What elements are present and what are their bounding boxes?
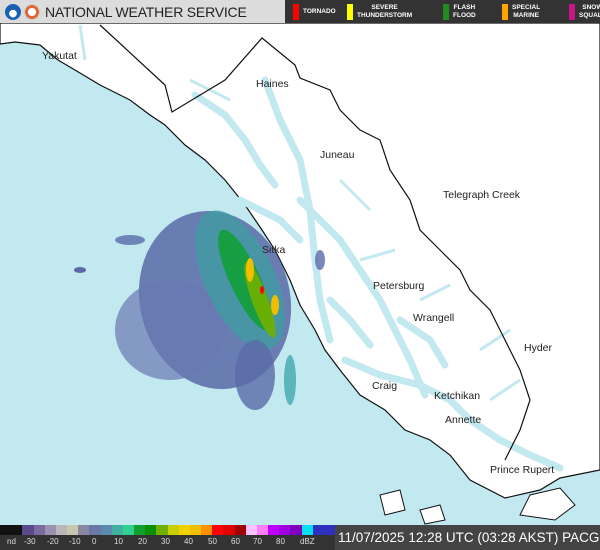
- warning-tornado: TORNADO: [293, 0, 336, 23]
- city-label: Annette: [445, 414, 482, 426]
- scale-swatch: [279, 525, 291, 535]
- scale-swatch: [100, 525, 112, 535]
- scale-tick: 60: [231, 537, 240, 546]
- scale-swatch: [145, 525, 157, 535]
- scale-swatch: [67, 525, 79, 535]
- scale-tick: -20: [47, 537, 59, 546]
- scale-tick: -30: [24, 537, 36, 546]
- header: NATIONAL WEATHER SERVICE TORNADO SEVERE T…: [0, 0, 600, 23]
- city-label: Juneau: [320, 149, 355, 161]
- city-label: Yakutat: [42, 50, 77, 62]
- scale-swatch: [111, 525, 123, 535]
- city-label: Hyder: [524, 342, 553, 354]
- scale-swatch: [234, 525, 246, 535]
- scale-tick: -10: [69, 537, 81, 546]
- radar-map[interactable]: [0, 23, 600, 525]
- warning-swatch: [293, 3, 299, 20]
- color-bar: [0, 525, 336, 535]
- warning-swatch: [569, 3, 575, 20]
- scale-swatch: [44, 525, 56, 535]
- scale-swatch: [323, 525, 336, 535]
- nws-logo: [24, 3, 40, 20]
- channels: [191, 76, 564, 472]
- warning-label: SNOW SQUALL: [579, 4, 600, 19]
- radar-echoes: [74, 210, 325, 410]
- international-border: [99, 24, 531, 461]
- scale-swatch: [189, 525, 202, 535]
- scale-tick: 70: [253, 537, 262, 546]
- scale-tick: 20: [138, 537, 147, 546]
- scale-tick: 0: [92, 537, 97, 546]
- timestamp: 11/07/2025 12:28 UTC (03:28 AKST) PACG: [335, 525, 600, 550]
- warning-flash: FLASH FLOOD: [443, 0, 476, 23]
- scale-swatch: [156, 525, 168, 535]
- scale-tick: 30: [161, 537, 170, 546]
- warning-snow: SNOW SQUALL: [569, 0, 600, 23]
- scale-tick: 50: [208, 537, 217, 546]
- warning-label: SPECIAL MARINE: [512, 4, 541, 19]
- city-label: Telegraph Creek: [443, 189, 521, 201]
- noaa-logo: [5, 3, 21, 20]
- warning-swatch: [347, 3, 353, 20]
- warning-severe: SEVERE THUNDERSTORM: [347, 0, 412, 23]
- scale-swatch: [11, 525, 23, 535]
- scale-tick: nd: [7, 537, 16, 546]
- city-label: Prince Rupert: [490, 464, 555, 476]
- scale-tick: dBZ: [300, 537, 315, 546]
- footer: nd -30 -20 -10 0 10 20 30 40 50 60 70 80 dBZ 11/07/20…: [0, 525, 600, 550]
- scale-swatch: [245, 525, 257, 535]
- warning-legend: TORNADO SEVERE THUNDERSTORM FLASH FLOOD SPE…: [285, 0, 600, 23]
- warning-label: TORNADO: [303, 7, 336, 15]
- city-label: Haines: [256, 78, 289, 90]
- scale-swatch: [301, 525, 313, 535]
- scale-swatch: [201, 525, 213, 535]
- warning-swatch: [443, 3, 449, 20]
- scale-tick: 10: [114, 537, 123, 546]
- scale-swatch: [312, 525, 324, 535]
- scale-swatch: [223, 525, 235, 535]
- warning-label: FLASH FLOOD: [453, 4, 476, 19]
- scale-tick: 40: [184, 537, 193, 546]
- scale-swatch: [256, 525, 269, 535]
- scale-swatch: [33, 525, 45, 535]
- warning-special: SPECIAL MARINE: [502, 0, 540, 23]
- scale-swatch: [134, 525, 146, 535]
- islands: [379, 487, 576, 525]
- scale-swatch: [78, 525, 90, 535]
- city-label: Wrangell: [413, 312, 455, 324]
- scale-tick: 80: [276, 537, 285, 546]
- warning-swatch: [502, 3, 508, 20]
- city-label: Craig: [372, 380, 398, 392]
- scale-swatch: [268, 525, 280, 535]
- scale-swatch: [167, 525, 179, 535]
- mainland: [0, 23, 600, 499]
- scale-swatch: [178, 525, 190, 535]
- scale-swatch: [0, 525, 12, 535]
- city-label: Sitka: [262, 244, 286, 256]
- scale-swatch: [22, 525, 34, 535]
- scale-swatch: [212, 525, 224, 535]
- city-label: Petersburg: [373, 280, 425, 292]
- warning-label: SEVERE THUNDERSTORM: [357, 4, 413, 19]
- scale-swatch: [122, 525, 135, 535]
- city-label: Ketchikan: [434, 390, 481, 402]
- reflectivity-scale: nd -30 -20 -10 0 10 20 30 40 50 60 70 80 dBZ: [0, 525, 336, 550]
- scale-swatch: [55, 525, 68, 535]
- scale-swatch: [89, 525, 101, 535]
- scale-swatch: [290, 525, 302, 535]
- nws-brand: NATIONAL WEATHER SERVICE: [0, 0, 285, 23]
- page-title: NATIONAL WEATHER SERVICE: [45, 3, 247, 20]
